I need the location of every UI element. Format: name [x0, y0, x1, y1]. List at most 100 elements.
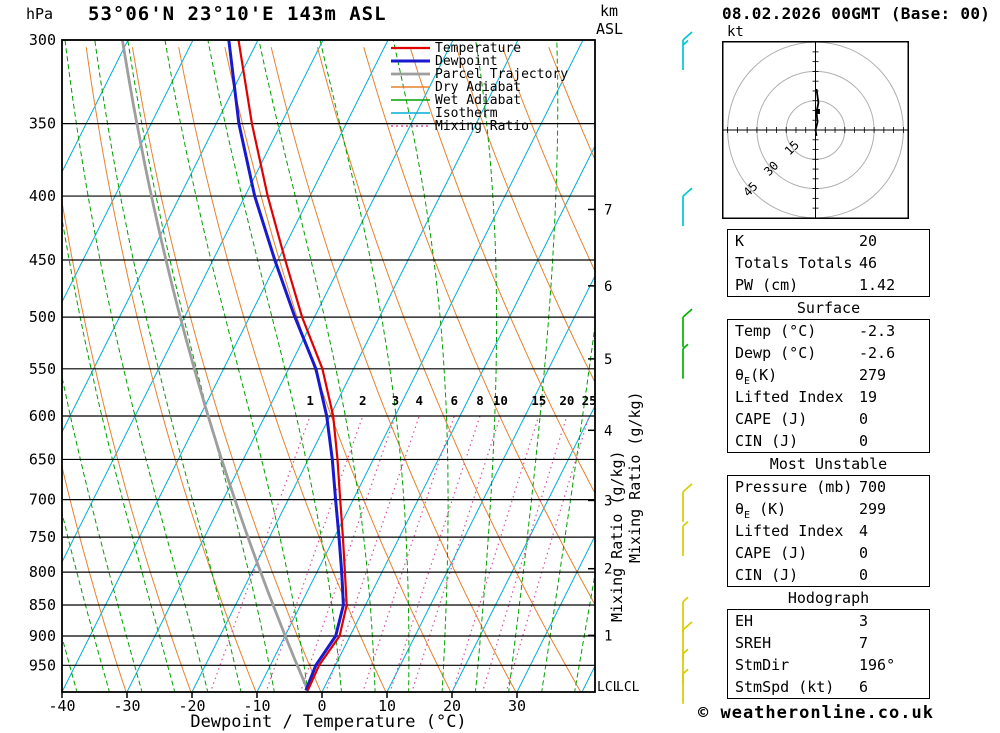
pressure-axis-unit: hPa — [26, 5, 54, 23]
svg-text:600: 600 — [29, 407, 56, 425]
svg-text:15: 15 — [531, 393, 546, 408]
stats-label: K — [735, 232, 745, 250]
svg-text:4: 4 — [604, 423, 612, 439]
svg-text:700: 700 — [29, 491, 56, 509]
svg-text:Dry Adiabat: Dry Adiabat — [435, 80, 521, 95]
hodograph-unit-label: kt — [727, 24, 744, 40]
stats-label: CIN (J) — [735, 432, 799, 450]
svg-text:Wet Adiabat: Wet Adiabat — [435, 93, 521, 108]
svg-text:30: 30 — [508, 697, 526, 715]
svg-text:10: 10 — [378, 697, 396, 715]
stats-row: SREH 7 — [728, 632, 929, 654]
svg-text:650: 650 — [29, 450, 56, 468]
svg-text:20: 20 — [559, 393, 574, 408]
mixing-axis-label: Mixing Ratio (g/kg) — [626, 391, 644, 563]
svg-text:0: 0 — [317, 697, 326, 715]
svg-text:-10: -10 — [243, 697, 270, 715]
svg-text:950: 950 — [29, 656, 56, 674]
stats-label: Totals Totals — [735, 254, 853, 272]
lcl-label: LCL — [597, 680, 621, 695]
stats-group: Pressure (mb) 700 θE (K) 299 Lifted Index 4 CA… — [727, 475, 930, 587]
wind-barb — [682, 343, 689, 379]
stats-label: Dewp (°C) — [735, 344, 817, 362]
stats-value: 279 — [859, 366, 887, 384]
svg-text:400: 400 — [29, 187, 56, 205]
km-asl-ticks: 7 6 5 4 3 2 1 — [588, 202, 612, 644]
stats-label: CAPE (J) — [735, 410, 808, 428]
stats-value: 1.42 — [859, 276, 896, 294]
lcl-label-shadow: LCL — [616, 680, 640, 695]
stats-group: EH 3 SREH 7 StmDir 196° StmSpd (kt) 6 — [727, 609, 930, 699]
wind-barb — [682, 621, 693, 660]
parcel-trajectory-line — [121, 40, 310, 691]
stats-row: PW (cm) 1.42 — [728, 274, 929, 296]
stats-value: 19 — [859, 388, 878, 406]
stats-label: StmSpd (kt) — [735, 678, 835, 696]
svg-text:750: 750 — [29, 528, 56, 546]
stats-row: θE(K) 279 — [728, 364, 929, 386]
stats-table: K 20 Totals Totals 46 PW (cm) 1.42 Surface Temp… — [727, 229, 930, 699]
wind-barb — [682, 308, 693, 348]
svg-text:4: 4 — [416, 393, 424, 408]
wind-barb — [682, 596, 689, 632]
svg-text:1: 1 — [604, 628, 612, 644]
dewpoint-line — [227, 40, 345, 691]
wind-barb — [682, 31, 693, 70]
stats-label: CAPE (J) — [735, 544, 808, 562]
stats-label: Pressure (mb) — [735, 478, 853, 496]
altitude-axis-unit2: ASL — [596, 20, 624, 38]
stats-row: CAPE (J) 0 — [728, 408, 929, 430]
stats-value: 0 — [859, 544, 869, 562]
svg-text:7: 7 — [604, 202, 612, 218]
stats-row: Temp (°C) -2.3 — [728, 320, 929, 342]
svg-text:3: 3 — [604, 493, 612, 509]
stats-value: 0 — [859, 432, 869, 450]
svg-text:300: 300 — [29, 31, 56, 49]
stats-row: θE (K) 299 — [728, 498, 929, 520]
svg-text:8: 8 — [476, 393, 484, 408]
mixing-ratio-labels: 1 2 3 4 6 8 10 15 20 25 — [306, 393, 596, 408]
stats-label: Lifted Index — [735, 522, 844, 540]
svg-text:900: 900 — [29, 627, 56, 645]
wind-barb — [682, 668, 689, 704]
svg-text:350: 350 — [29, 115, 56, 133]
wind-barb — [682, 520, 689, 557]
hodograph-marker — [814, 108, 820, 114]
temperature-axis-label: Dewpoint / Temperature (°C) — [190, 712, 467, 732]
svg-text:-20: -20 — [178, 697, 205, 715]
stats-row: CIN (J) 0 — [728, 430, 929, 452]
svg-text:1: 1 — [306, 393, 314, 408]
mixing-axis-label-pink: Mixing Ratio (g/kg) — [608, 450, 626, 622]
stats-section-title: Hodograph — [787, 589, 870, 607]
stats-group: K 20 Totals Totals 46 PW (cm) 1.42 — [727, 229, 930, 297]
stats-value: 6 — [859, 678, 869, 696]
stats-value: 299 — [859, 500, 887, 518]
station-title: 53°06'N 23°10'E 143m ASL — [88, 3, 387, 25]
stats-value: 4 — [859, 522, 869, 540]
svg-text:3: 3 — [392, 393, 400, 408]
stats-row: Lifted Index 4 — [728, 520, 929, 542]
stats-value: 700 — [859, 478, 887, 496]
stats-row: Totals Totals 46 — [728, 252, 929, 274]
stats-label: θE(K) — [735, 366, 778, 386]
stats-row: CAPE (J) 0 — [728, 542, 929, 564]
pressure-gridlines: 300 350 400 450 500 550 600 650 700 750 800 850 900 9… — [29, 31, 595, 674]
stats-value: 196° — [859, 656, 896, 674]
stats-value: -2.3 — [859, 322, 896, 340]
stats-value: 0 — [859, 410, 869, 428]
svg-text:-40: -40 — [48, 697, 75, 715]
isotherms — [62, 40, 595, 692]
stats-section-title: Most Unstable — [769, 455, 888, 473]
stats-label: PW (cm) — [735, 276, 799, 294]
svg-text:Isotherm: Isotherm — [435, 106, 498, 121]
stats-group: Temp (°C) -2.3 Dewp (°C) -2.6 θE(K) 279 Lifted… — [727, 319, 930, 453]
stats-label: SREH — [735, 634, 772, 652]
stats-row: Pressure (mb) 700 — [728, 476, 929, 498]
temperature-ticks: -40 -30 -20 -10 0 10 20 30 — [48, 692, 526, 715]
svg-text:6: 6 — [604, 279, 612, 295]
plot-border — [61, 39, 596, 693]
svg-text:10: 10 — [493, 393, 508, 408]
run-datetime: 08.02.2026 00GMT (Base: 00) — [722, 4, 991, 23]
